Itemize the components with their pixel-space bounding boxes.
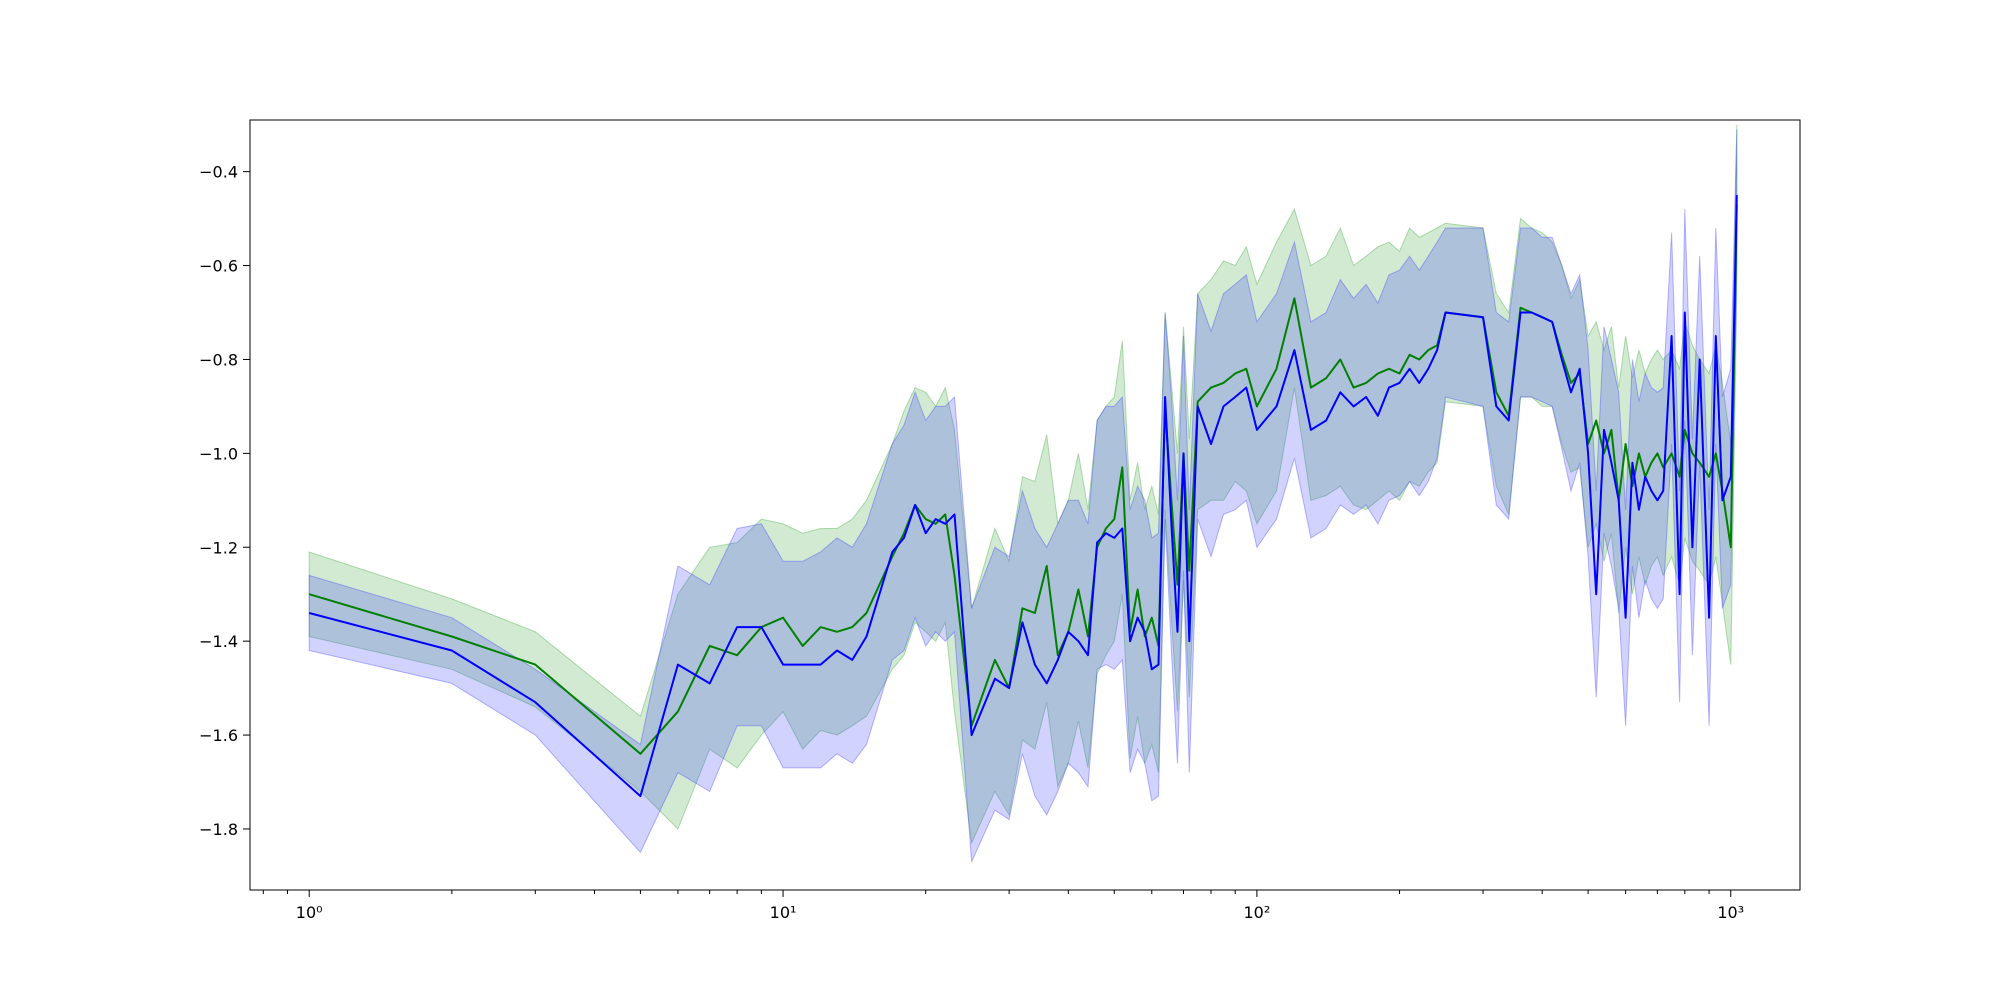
x-tick-label: 10² xyxy=(1244,903,1271,922)
band-blue_band xyxy=(308,129,1738,863)
bands-layer xyxy=(308,124,1738,863)
x-tick-label: 10⁰ xyxy=(296,903,323,922)
lines-layer xyxy=(308,195,1738,798)
x-axis: 10⁰ 10¹ 10² 10³ xyxy=(262,890,1744,922)
x-tick-label: 10¹ xyxy=(770,903,797,922)
y-tick-label: −1.6 xyxy=(199,726,238,745)
x-tick-label: 10³ xyxy=(1717,903,1744,922)
y-tick-label: −0.4 xyxy=(199,163,238,182)
y-tick-label: −1.0 xyxy=(199,444,238,463)
plot-frame xyxy=(249,119,1801,891)
y-tick-label: −0.6 xyxy=(199,257,238,276)
y-tick-label: −1.4 xyxy=(199,632,238,651)
series-line-blue xyxy=(308,195,1738,798)
y-tick-label: −1.2 xyxy=(199,538,238,557)
y-axis: −1.8 −1.6 −1.4 −1.2 −1.0 −0.8 −0.6 −0.4 xyxy=(199,163,250,839)
y-tick-label: −0.8 xyxy=(199,350,238,369)
band-green_band xyxy=(308,124,1738,845)
y-tick-label: −1.8 xyxy=(199,820,238,839)
